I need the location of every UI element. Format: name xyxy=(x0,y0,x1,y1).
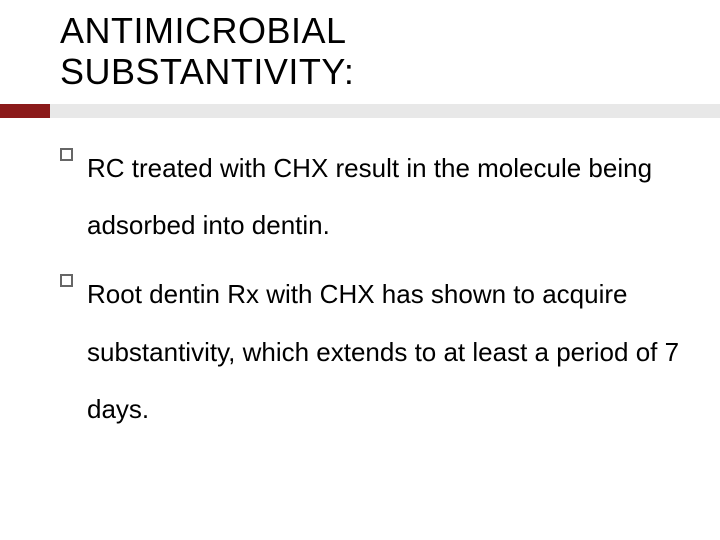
slide-container: ANTIMICROBIAL SUBSTANTIVITY: RC treated … xyxy=(0,0,720,540)
title-line1: ANTIMICROBIAL xyxy=(60,10,347,51)
title-accent-bar xyxy=(0,104,50,118)
slide-title: ANTIMICROBIAL SUBSTANTIVITY: xyxy=(60,10,720,93)
bullet-square-icon xyxy=(60,148,73,161)
title-underline-bar xyxy=(0,104,720,118)
title-block: ANTIMICROBIAL SUBSTANTIVITY: xyxy=(0,0,720,93)
bullet-item: RC treated with CHX result in the molecu… xyxy=(60,140,690,254)
bullet-text: RC treated with CHX result in the molecu… xyxy=(87,140,690,254)
bullet-square-icon xyxy=(60,274,73,287)
bullet-text: Root dentin Rx with CHX has shown to acq… xyxy=(87,266,690,438)
bullet-item: Root dentin Rx with CHX has shown to acq… xyxy=(60,266,690,438)
content-area: RC treated with CHX result in the molecu… xyxy=(60,140,690,450)
title-line2: SUBSTANTIVITY: xyxy=(60,51,354,92)
